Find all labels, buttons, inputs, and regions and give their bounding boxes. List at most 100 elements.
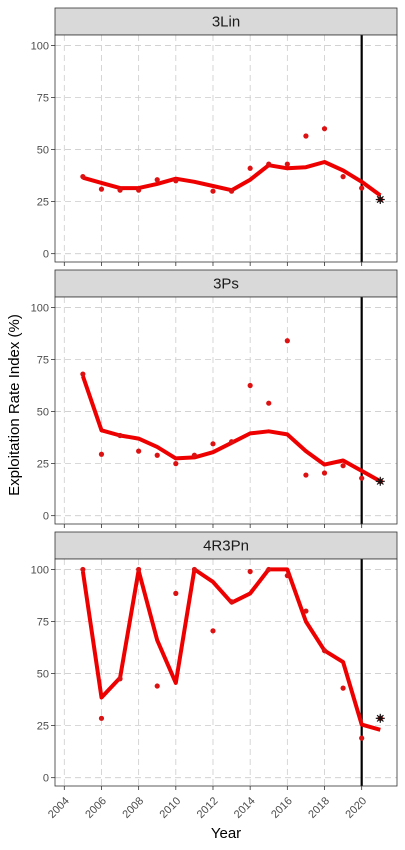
- data-point: [117, 432, 123, 439]
- y-tick-label: 75: [37, 354, 49, 366]
- data-point: [284, 573, 290, 579]
- x-tick-label: 2020: [343, 795, 369, 821]
- star-stroke: [376, 477, 384, 485]
- data-point: [359, 475, 365, 481]
- x-tick-label: 2016: [269, 795, 295, 821]
- data-point: [321, 648, 328, 654]
- data-points: [80, 566, 365, 741]
- data-point: [191, 566, 198, 573]
- star-stroke: [376, 714, 384, 722]
- data-point: [154, 177, 160, 183]
- x-tick-label: 2010: [158, 795, 184, 821]
- data-point: [136, 566, 142, 573]
- y-axis: 0 25 50 75 100: [31, 564, 55, 785]
- data-point: [247, 568, 253, 575]
- data-point: [321, 470, 328, 476]
- grid-lines: [55, 35, 397, 262]
- data-point: [284, 338, 290, 344]
- x-tick-label: 2012: [195, 795, 221, 821]
- x-tick-label: 2018: [306, 795, 332, 821]
- data-point: [210, 628, 216, 634]
- data-point: [321, 126, 328, 132]
- data-point: [340, 174, 346, 180]
- y-tick-label: 75: [37, 616, 49, 628]
- data-point: [303, 133, 309, 139]
- y-axis-title: Exploitation Rate Index (%): [6, 314, 23, 496]
- terminal-year-marker: [375, 195, 385, 205]
- data-point: [266, 400, 272, 406]
- y-tick-label: 100: [31, 564, 49, 576]
- panel-title: 3Ps: [213, 276, 239, 293]
- data-point: [228, 439, 235, 445]
- y-tick-label: 25: [37, 721, 49, 733]
- y-tick-label: 75: [37, 92, 49, 104]
- data-point: [173, 178, 179, 184]
- panel-strip: [54, 269, 398, 298]
- panels-layer: 3Lin 0 25 50 75 100 3Ps 0 25 50 75 100 4R3Pn 0 25 50 75 1…: [31, 7, 398, 790]
- panel-border: [54, 34, 398, 263]
- y-axis: 0 25 50 75 100: [31, 302, 55, 523]
- y-tick-label: 50: [37, 669, 49, 681]
- data-points: [80, 338, 365, 481]
- data-point: [210, 441, 216, 447]
- y-tick-label: 50: [37, 407, 49, 419]
- data-point: [210, 188, 216, 194]
- y-axis: 0 25 50 75 100: [31, 40, 55, 261]
- data-point: [98, 715, 105, 721]
- data-point: [284, 161, 290, 167]
- data-point: [228, 599, 235, 605]
- panel-title: 3Lin: [212, 14, 240, 31]
- data-point: [98, 186, 105, 192]
- data-point: [154, 452, 160, 458]
- terminal-year-marker: [375, 476, 385, 486]
- y-tick-label: 50: [37, 145, 49, 157]
- x-tick-label: 2004: [46, 795, 72, 821]
- panel-border: [54, 296, 398, 525]
- data-point: [266, 566, 272, 573]
- panel-title: 4R3Pn: [203, 538, 249, 555]
- panel-strip: [54, 7, 398, 36]
- data-point: [117, 676, 123, 682]
- data-point: [80, 174, 86, 180]
- data-point: [228, 188, 235, 194]
- data-point: [191, 452, 198, 458]
- y-tick-label: 100: [31, 40, 49, 52]
- y-tick-label: 0: [43, 773, 49, 785]
- panel-3Ps: 3Ps 0 25 50 75 100: [31, 269, 398, 528]
- panel-4R3Pn: 4R3Pn 0 25 50 75 100: [31, 531, 398, 790]
- data-point: [154, 683, 160, 689]
- data-point: [359, 185, 365, 191]
- data-point: [247, 165, 253, 171]
- data-point: [136, 448, 142, 454]
- x-axis-title: Year: [211, 825, 241, 842]
- data-point: [173, 461, 179, 467]
- panel-3Lin: 3Lin 0 25 50 75 100: [31, 7, 398, 266]
- data-points: [80, 126, 365, 194]
- data-point: [136, 187, 142, 193]
- y-tick-label: 0: [43, 511, 49, 523]
- data-point: [117, 187, 123, 193]
- y-tick-label: 100: [31, 302, 49, 314]
- data-point: [80, 371, 86, 377]
- data-point: [340, 463, 346, 469]
- data-point: [173, 590, 179, 596]
- data-point: [340, 685, 346, 691]
- data-point: [98, 451, 105, 457]
- x-tick-label: 2014: [232, 795, 258, 821]
- star-stroke: [376, 195, 384, 204]
- data-point: [247, 382, 253, 389]
- plot-background: [55, 35, 397, 262]
- data-point: [303, 608, 309, 614]
- y-tick-label: 0: [43, 249, 49, 261]
- x-tick-label: 2006: [83, 795, 109, 821]
- data-point: [266, 161, 272, 167]
- y-tick-label: 25: [37, 459, 49, 471]
- y-tick-label: 25: [37, 197, 49, 209]
- x-axis: 2004 2006 2008 2010 2012 2014 2016 2018 2020: [46, 795, 369, 821]
- plot-background: [55, 297, 397, 524]
- panel-border: [54, 558, 398, 787]
- terminal-year-marker: [375, 713, 385, 723]
- data-point: [80, 566, 86, 573]
- data-point: [359, 735, 365, 741]
